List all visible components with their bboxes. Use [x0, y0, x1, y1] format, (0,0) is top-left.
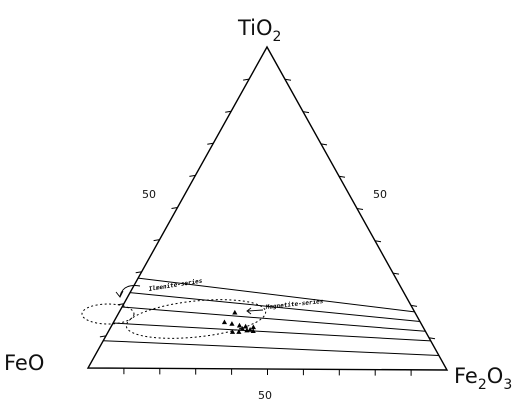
- tick-left-5: [171, 207, 178, 209]
- tie-line-1: [138, 277, 415, 313]
- sample-point-11: [247, 327, 253, 332]
- tick-label-bottom-50: 50: [258, 389, 272, 402]
- vertex-label-tio2: TiO2: [237, 16, 281, 45]
- sample-point-1: [232, 309, 238, 315]
- tick-left-6: [189, 174, 196, 177]
- tick-right-1: [428, 337, 436, 340]
- ilmenite-pointer-head: [115, 290, 124, 298]
- tie-line-2: [130, 292, 421, 323]
- tick-label-left-50: 50: [142, 188, 156, 201]
- tick-right-4: [374, 240, 382, 243]
- tick-left-8: [225, 110, 232, 113]
- sample-point-9: [236, 329, 242, 334]
- sample-point-6: [250, 324, 256, 330]
- magnetite-pointer: [247, 309, 264, 312]
- sample-point-4: [236, 322, 243, 328]
- tick-left-3: [135, 271, 142, 274]
- tie-line-3: [121, 306, 426, 332]
- magnetite-pointer-head: [246, 307, 252, 315]
- ilmenite-series-label: Ilmenite-series: [148, 278, 203, 293]
- tick-marks: [99, 78, 436, 376]
- triangle-frame: [86, 45, 449, 371]
- tick-right-7: [320, 143, 328, 146]
- sample-point-8: [229, 329, 236, 334]
- sample-points: [221, 309, 256, 334]
- sample-point-5: [243, 323, 249, 329]
- tick-label-right-50: 50: [373, 188, 387, 201]
- tick-right-8: [302, 111, 310, 114]
- tie-lines: [103, 277, 439, 356]
- tick-left-1: [99, 335, 106, 338]
- tick-right-6: [338, 175, 346, 178]
- sample-point-12: [250, 328, 256, 334]
- ilmenite-pointer: [119, 285, 141, 297]
- sample-point-2: [221, 319, 228, 325]
- tick-right-5: [356, 208, 364, 210]
- tick-right-2: [410, 304, 418, 307]
- magnetite-field: [125, 299, 267, 339]
- ilmenite-field: [81, 303, 135, 325]
- tick-right-3: [392, 272, 400, 275]
- tick-left-9: [243, 78, 250, 81]
- sample-point-10: [239, 326, 245, 331]
- tick-left-7: [207, 142, 214, 145]
- tie-line-4: [113, 322, 431, 342]
- vertex-label-feo: FeO: [4, 351, 44, 375]
- tick-left-4: [153, 239, 160, 242]
- tie-line-5: [103, 340, 439, 356]
- sample-point-3: [229, 321, 235, 326]
- tick-right-9: [284, 78, 292, 81]
- vertex-label-fe2o3: Fe2O3: [454, 364, 512, 393]
